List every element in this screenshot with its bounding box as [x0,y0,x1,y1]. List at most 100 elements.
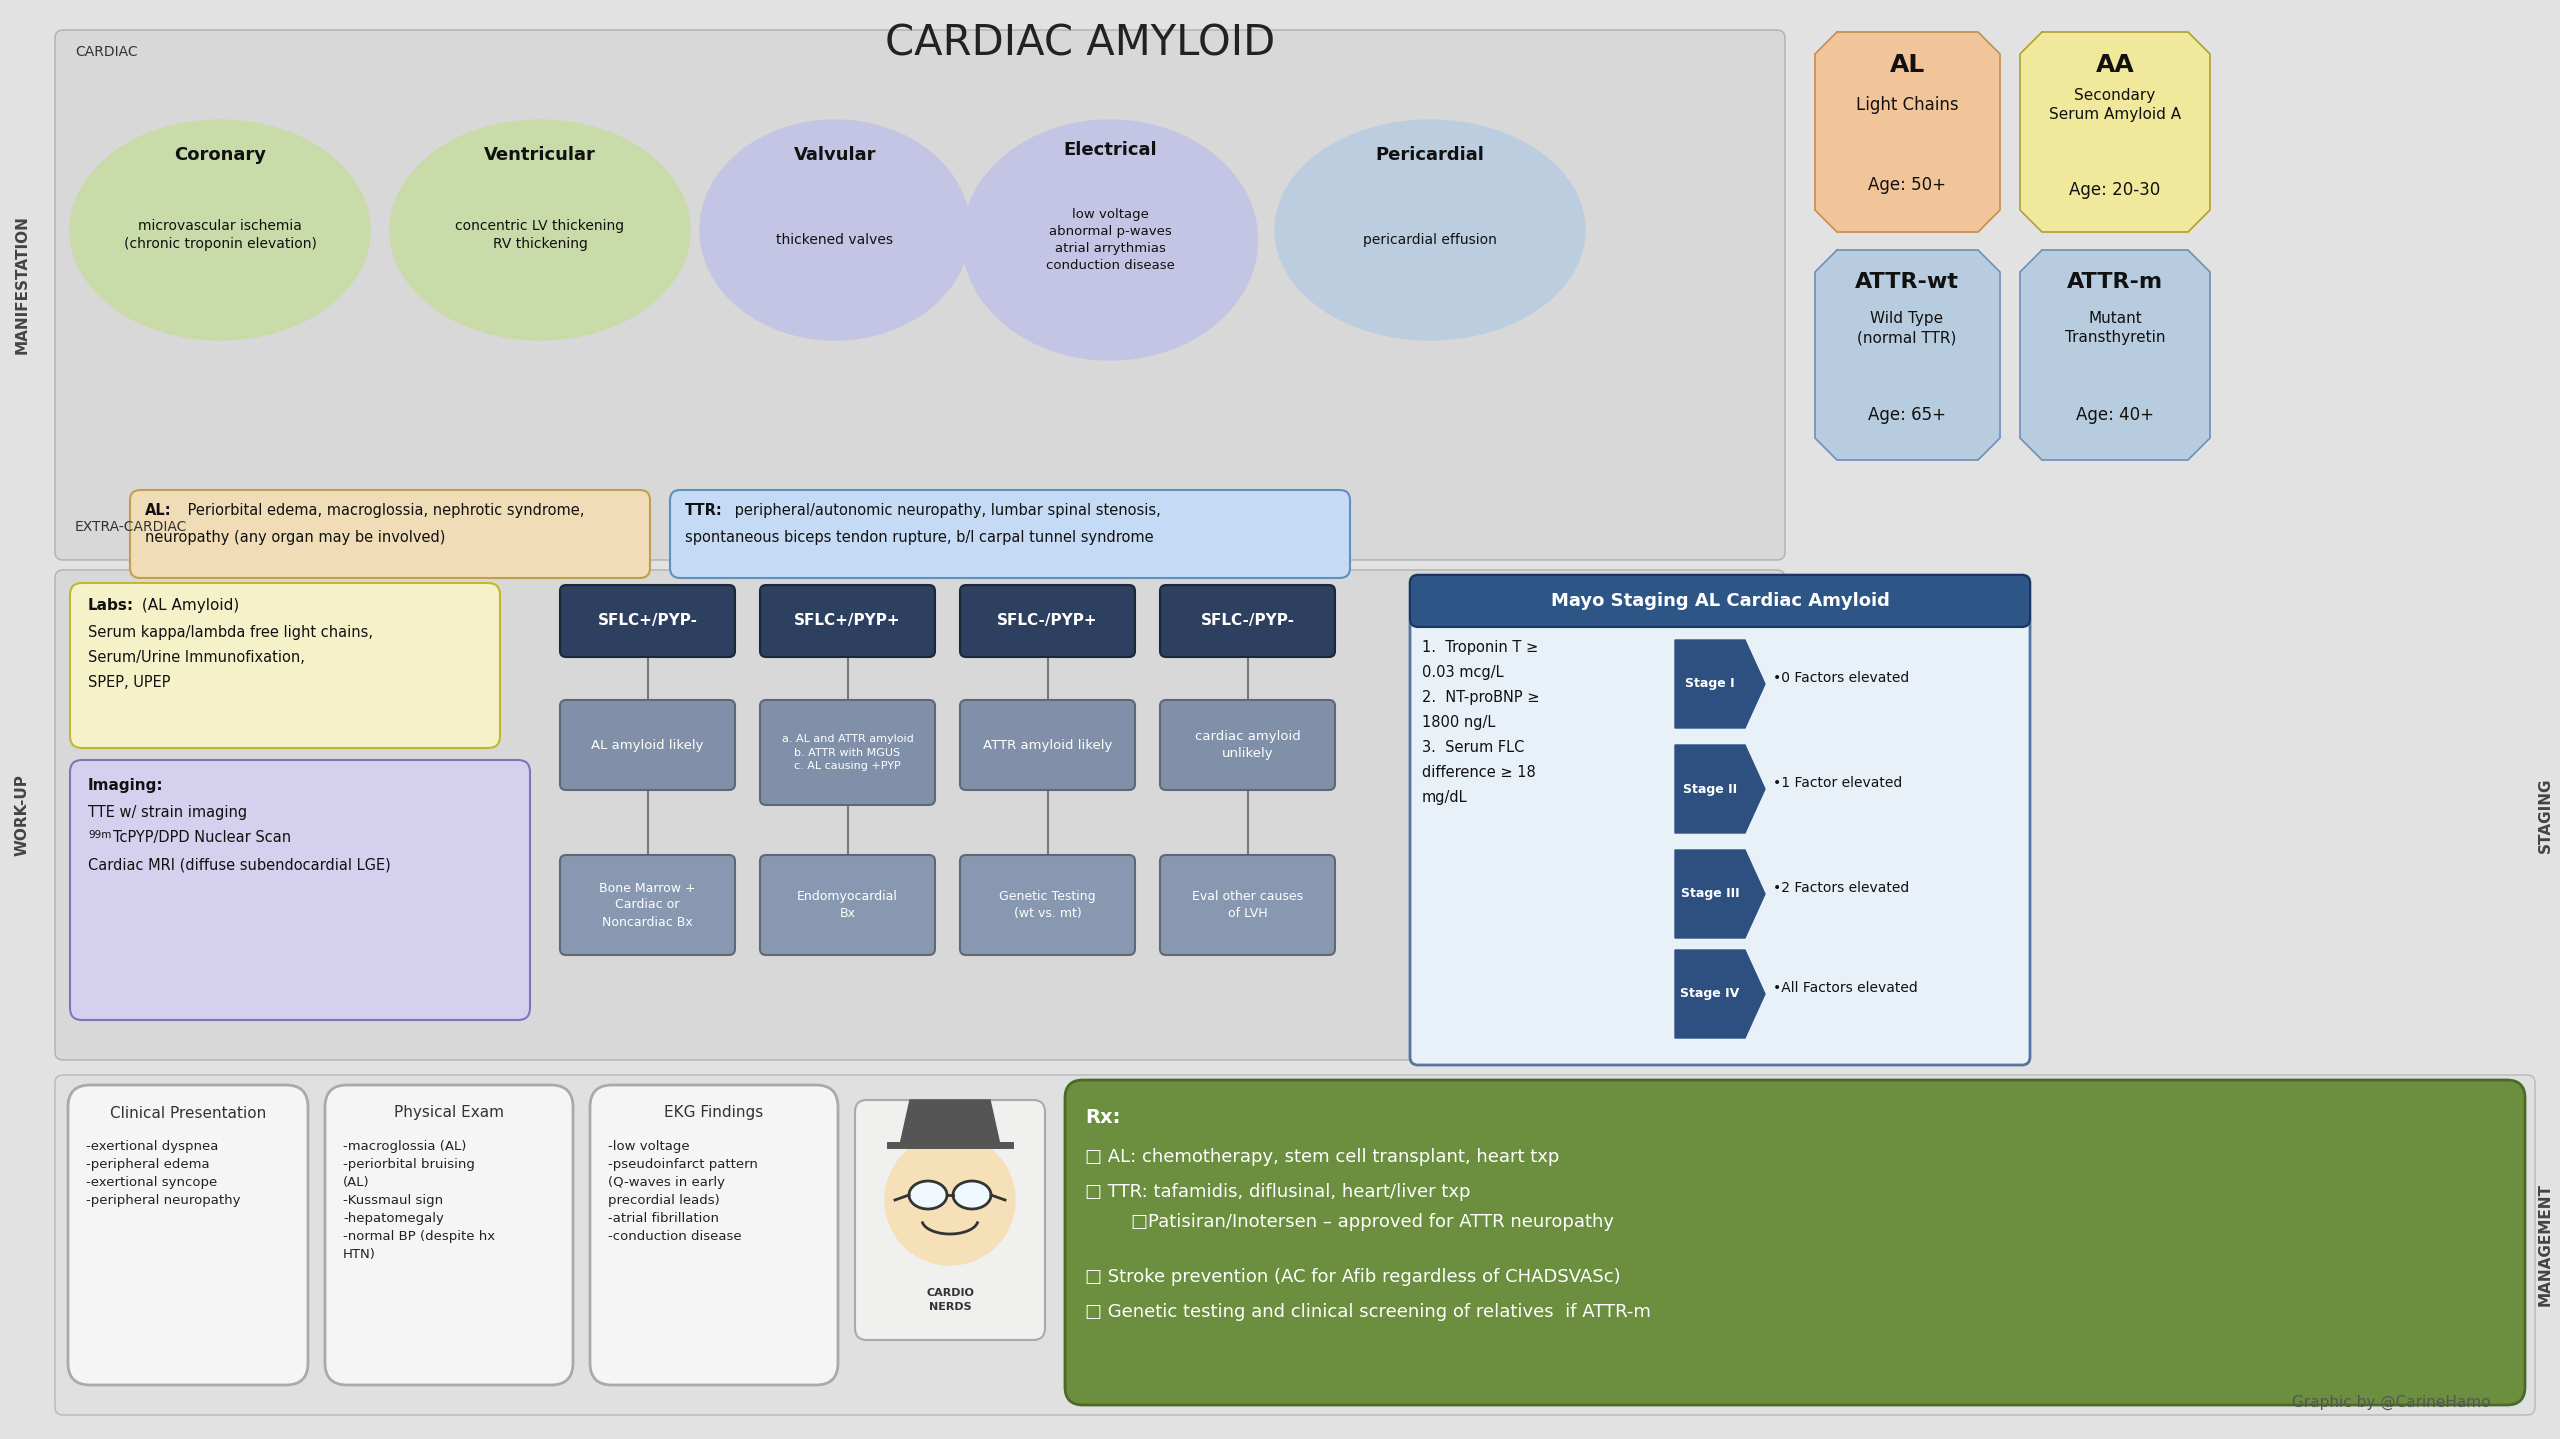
Text: •1 Factor elevated: •1 Factor elevated [1774,776,1902,790]
Text: (AL Amyloid): (AL Amyloid) [138,599,238,613]
Text: TTE w/ strain imaging: TTE w/ strain imaging [87,804,248,820]
Text: Valvular: Valvular [794,145,876,164]
Text: Age: 20-30: Age: 20-30 [2068,181,2161,199]
Text: Bone Marrow +
Cardiac or
Noncardiac Bx: Bone Marrow + Cardiac or Noncardiac Bx [599,882,696,928]
Ellipse shape [699,119,970,340]
Text: AL:: AL: [146,504,172,518]
Text: AA: AA [2097,53,2135,78]
FancyBboxPatch shape [589,1085,837,1384]
Text: •0 Factors elevated: •0 Factors elevated [1774,671,1910,685]
Text: cardiac amyloid
unlikely: cardiac amyloid unlikely [1196,730,1300,760]
Text: □ Genetic testing and clinical screening of relatives  if ATTR-m: □ Genetic testing and clinical screening… [1085,1302,1651,1321]
Text: Clinical Presentation: Clinical Presentation [110,1105,266,1121]
Text: Pericardial: Pericardial [1375,145,1485,164]
FancyBboxPatch shape [561,855,735,955]
Text: CARDIAC AMYLOID: CARDIAC AMYLOID [886,22,1275,63]
Text: Age: 40+: Age: 40+ [2076,406,2153,425]
Text: SFLC+/PYP-: SFLC+/PYP- [596,613,696,629]
Text: SPEP, UPEP: SPEP, UPEP [87,675,172,689]
Polygon shape [1674,950,1764,1038]
Text: mg/dL: mg/dL [1421,790,1467,804]
Polygon shape [901,1099,1001,1145]
Text: Rx:: Rx: [1085,1108,1121,1127]
FancyBboxPatch shape [1411,576,2030,627]
FancyBboxPatch shape [54,30,1784,560]
Text: Electrical: Electrical [1062,141,1157,158]
FancyBboxPatch shape [54,1075,2534,1415]
Text: Stage IV: Stage IV [1679,987,1741,1000]
Polygon shape [1815,250,1999,460]
Text: Serum kappa/lambda free light chains,: Serum kappa/lambda free light chains, [87,625,374,640]
Text: 1800 ng/L: 1800 ng/L [1421,715,1495,730]
Ellipse shape [389,119,691,340]
FancyBboxPatch shape [1160,855,1334,955]
Ellipse shape [963,119,1257,360]
FancyBboxPatch shape [671,491,1349,578]
FancyBboxPatch shape [69,760,530,1020]
Text: pericardial effusion: pericardial effusion [1362,233,1498,248]
Polygon shape [2020,250,2209,460]
FancyBboxPatch shape [561,699,735,790]
FancyBboxPatch shape [69,583,499,748]
Text: ATTR-m: ATTR-m [2066,272,2163,292]
Text: Age: 50+: Age: 50+ [1869,176,1946,194]
Text: •All Factors elevated: •All Factors elevated [1774,981,1917,994]
Text: low voltage
abnormal p-waves
atrial arrythmias
conduction disease: low voltage abnormal p-waves atrial arry… [1044,209,1175,272]
Text: EKG Findings: EKG Findings [666,1105,763,1121]
Ellipse shape [886,1135,1014,1265]
Text: difference ≥ 18: difference ≥ 18 [1421,766,1536,780]
Text: WORK-UP: WORK-UP [15,774,31,856]
Text: a. AL and ATTR amyloid
b. ATTR with MGUS
c. AL causing +PYP: a. AL and ATTR amyloid b. ATTR with MGUS… [781,734,914,771]
FancyBboxPatch shape [69,1085,307,1384]
Text: TTR:: TTR: [686,504,722,518]
Ellipse shape [952,1181,991,1209]
FancyBboxPatch shape [760,855,934,955]
Text: Stage III: Stage III [1682,888,1738,901]
Text: CARDIAC: CARDIAC [74,45,138,59]
Text: AL amyloid likely: AL amyloid likely [591,738,704,751]
Text: CARDIO
NERDS: CARDIO NERDS [927,1288,973,1311]
Text: •2 Factors elevated: •2 Factors elevated [1774,881,1910,895]
Text: Ventricular: Ventricular [484,145,596,164]
Text: Coronary: Coronary [174,145,266,164]
Text: TcPYP/DPD Nuclear Scan: TcPYP/DPD Nuclear Scan [113,830,292,845]
Text: 0.03 mcg/L: 0.03 mcg/L [1421,665,1503,681]
Text: ATTR amyloid likely: ATTR amyloid likely [983,738,1111,751]
FancyBboxPatch shape [131,491,650,578]
Text: Genetic Testing
(wt vs. mt): Genetic Testing (wt vs. mt) [998,889,1096,920]
Text: 3.  Serum FLC: 3. Serum FLC [1421,740,1523,755]
Text: Mutant
Transthyretin: Mutant Transthyretin [2066,311,2166,345]
Text: Stage I: Stage I [1684,678,1736,691]
Text: Periorbital edema, macroglossia, nephrotic syndrome,: Periorbital edema, macroglossia, nephrot… [182,504,584,518]
FancyBboxPatch shape [855,1099,1044,1340]
FancyBboxPatch shape [760,699,934,804]
Text: Serum/Urine Immunofixation,: Serum/Urine Immunofixation, [87,650,305,665]
Text: neuropathy (any organ may be involved): neuropathy (any organ may be involved) [146,530,445,545]
Text: Age: 65+: Age: 65+ [1869,406,1946,425]
Text: Wild Type
(normal TTR): Wild Type (normal TTR) [1859,311,1956,345]
FancyBboxPatch shape [960,699,1134,790]
Text: 2.  NT-proBNP ≥: 2. NT-proBNP ≥ [1421,689,1539,705]
Polygon shape [1815,32,1999,232]
Text: Physical Exam: Physical Exam [394,1105,504,1121]
Text: -low voltage
-pseudoinfarct pattern
(Q-waves in early
precordial leads)
-atrial : -low voltage -pseudoinfarct pattern (Q-w… [609,1140,758,1243]
Text: Imaging:: Imaging: [87,778,164,793]
Text: concentric LV thickening
RV thickening: concentric LV thickening RV thickening [456,219,625,252]
Text: Secondary
Serum Amyloid A: Secondary Serum Amyloid A [2048,88,2181,122]
Text: -exertional dyspnea
-peripheral edema
-exertional syncope
-peripheral neuropathy: -exertional dyspnea -peripheral edema -e… [87,1140,241,1207]
FancyBboxPatch shape [960,855,1134,955]
Text: -macroglossia (AL)
-periorbital bruising
(AL)
-Kussmaul sign
-hepatomegaly
-norm: -macroglossia (AL) -periorbital bruising… [343,1140,494,1261]
Polygon shape [2020,32,2209,232]
FancyBboxPatch shape [1065,1081,2524,1404]
Text: MANAGEMENT: MANAGEMENT [2537,1183,2552,1307]
Text: spontaneous biceps tendon rupture, b/l carpal tunnel syndrome: spontaneous biceps tendon rupture, b/l c… [686,530,1155,545]
Text: STAGING: STAGING [2537,777,2552,853]
Text: □ AL: chemotherapy, stem cell transplant, heart txp: □ AL: chemotherapy, stem cell transplant… [1085,1148,1559,1166]
Text: Light Chains: Light Chains [1856,96,1958,114]
Text: SFLC-/PYP+: SFLC-/PYP+ [998,613,1098,629]
Text: Labs:: Labs: [87,599,133,613]
FancyBboxPatch shape [1160,699,1334,790]
Text: □ Stroke prevention (AC for Afib regardless of CHADSVASc): □ Stroke prevention (AC for Afib regardl… [1085,1268,1620,1286]
Text: Cardiac MRI (diffuse subendocardial LGE): Cardiac MRI (diffuse subendocardial LGE) [87,858,392,873]
Text: 1.  Troponin T ≥: 1. Troponin T ≥ [1421,640,1539,655]
